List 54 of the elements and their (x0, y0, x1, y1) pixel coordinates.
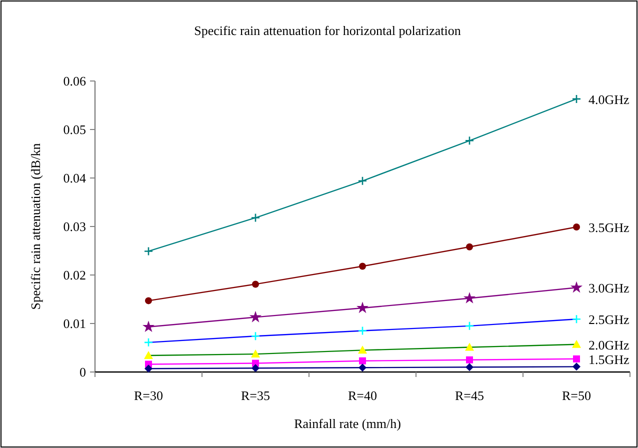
point (252, 280, 259, 288)
x-tick-label: R=30 (134, 388, 164, 403)
y-axis-title: Specific rain attenuation (dB/kn (28, 142, 43, 310)
y-tick-label: 0.03 (63, 219, 86, 234)
point (359, 357, 366, 364)
y-tick-label: 0.06 (63, 74, 86, 88)
point (145, 297, 152, 304)
point (573, 355, 580, 362)
y-tick-label: 0.01 (63, 316, 86, 331)
series-label: 4.0GHz (588, 92, 630, 107)
point (144, 246, 154, 256)
point (252, 364, 260, 372)
x-tick-label: R=45 (454, 388, 484, 403)
point (464, 136, 474, 146)
point (144, 351, 153, 360)
x-tick-label: R=40 (348, 388, 378, 403)
point (142, 320, 155, 332)
chart-title: Specific rain attenuation for horizontal polarization (194, 23, 462, 38)
x-tick-label: R=50 (562, 388, 592, 403)
point (570, 281, 583, 293)
point (251, 350, 260, 358)
point (358, 346, 367, 354)
x-tick-label: R=35 (240, 388, 270, 403)
point (465, 342, 474, 351)
point (144, 364, 152, 373)
series-label: 2.5GHz (588, 312, 630, 328)
point (356, 302, 369, 314)
point (359, 262, 366, 270)
series-label: 1.5GHz (588, 352, 630, 367)
point (572, 314, 582, 324)
x-axis-title: Rainfall rate (mm/h) (294, 416, 401, 431)
point (358, 176, 368, 186)
point (358, 326, 368, 336)
point (249, 310, 262, 322)
point (572, 94, 582, 104)
point (466, 243, 473, 250)
series-label: 2.0GHz (588, 337, 630, 352)
y-tick-label: 0.02 (63, 268, 86, 282)
point (573, 223, 580, 230)
series-label: 3.5GHz (588, 220, 630, 235)
point (463, 292, 476, 304)
point (466, 363, 474, 372)
y-tick-label: 0.05 (63, 122, 86, 137)
point (250, 331, 260, 341)
point (464, 321, 474, 331)
point (572, 340, 581, 348)
point (250, 213, 260, 222)
point (466, 356, 473, 364)
series-label: 3.0GHz (588, 280, 630, 296)
point (144, 338, 154, 348)
y-tick-label: 0 (80, 364, 86, 380)
point (358, 364, 366, 372)
y-tick-label: 0.04 (63, 170, 86, 186)
point (572, 362, 580, 371)
